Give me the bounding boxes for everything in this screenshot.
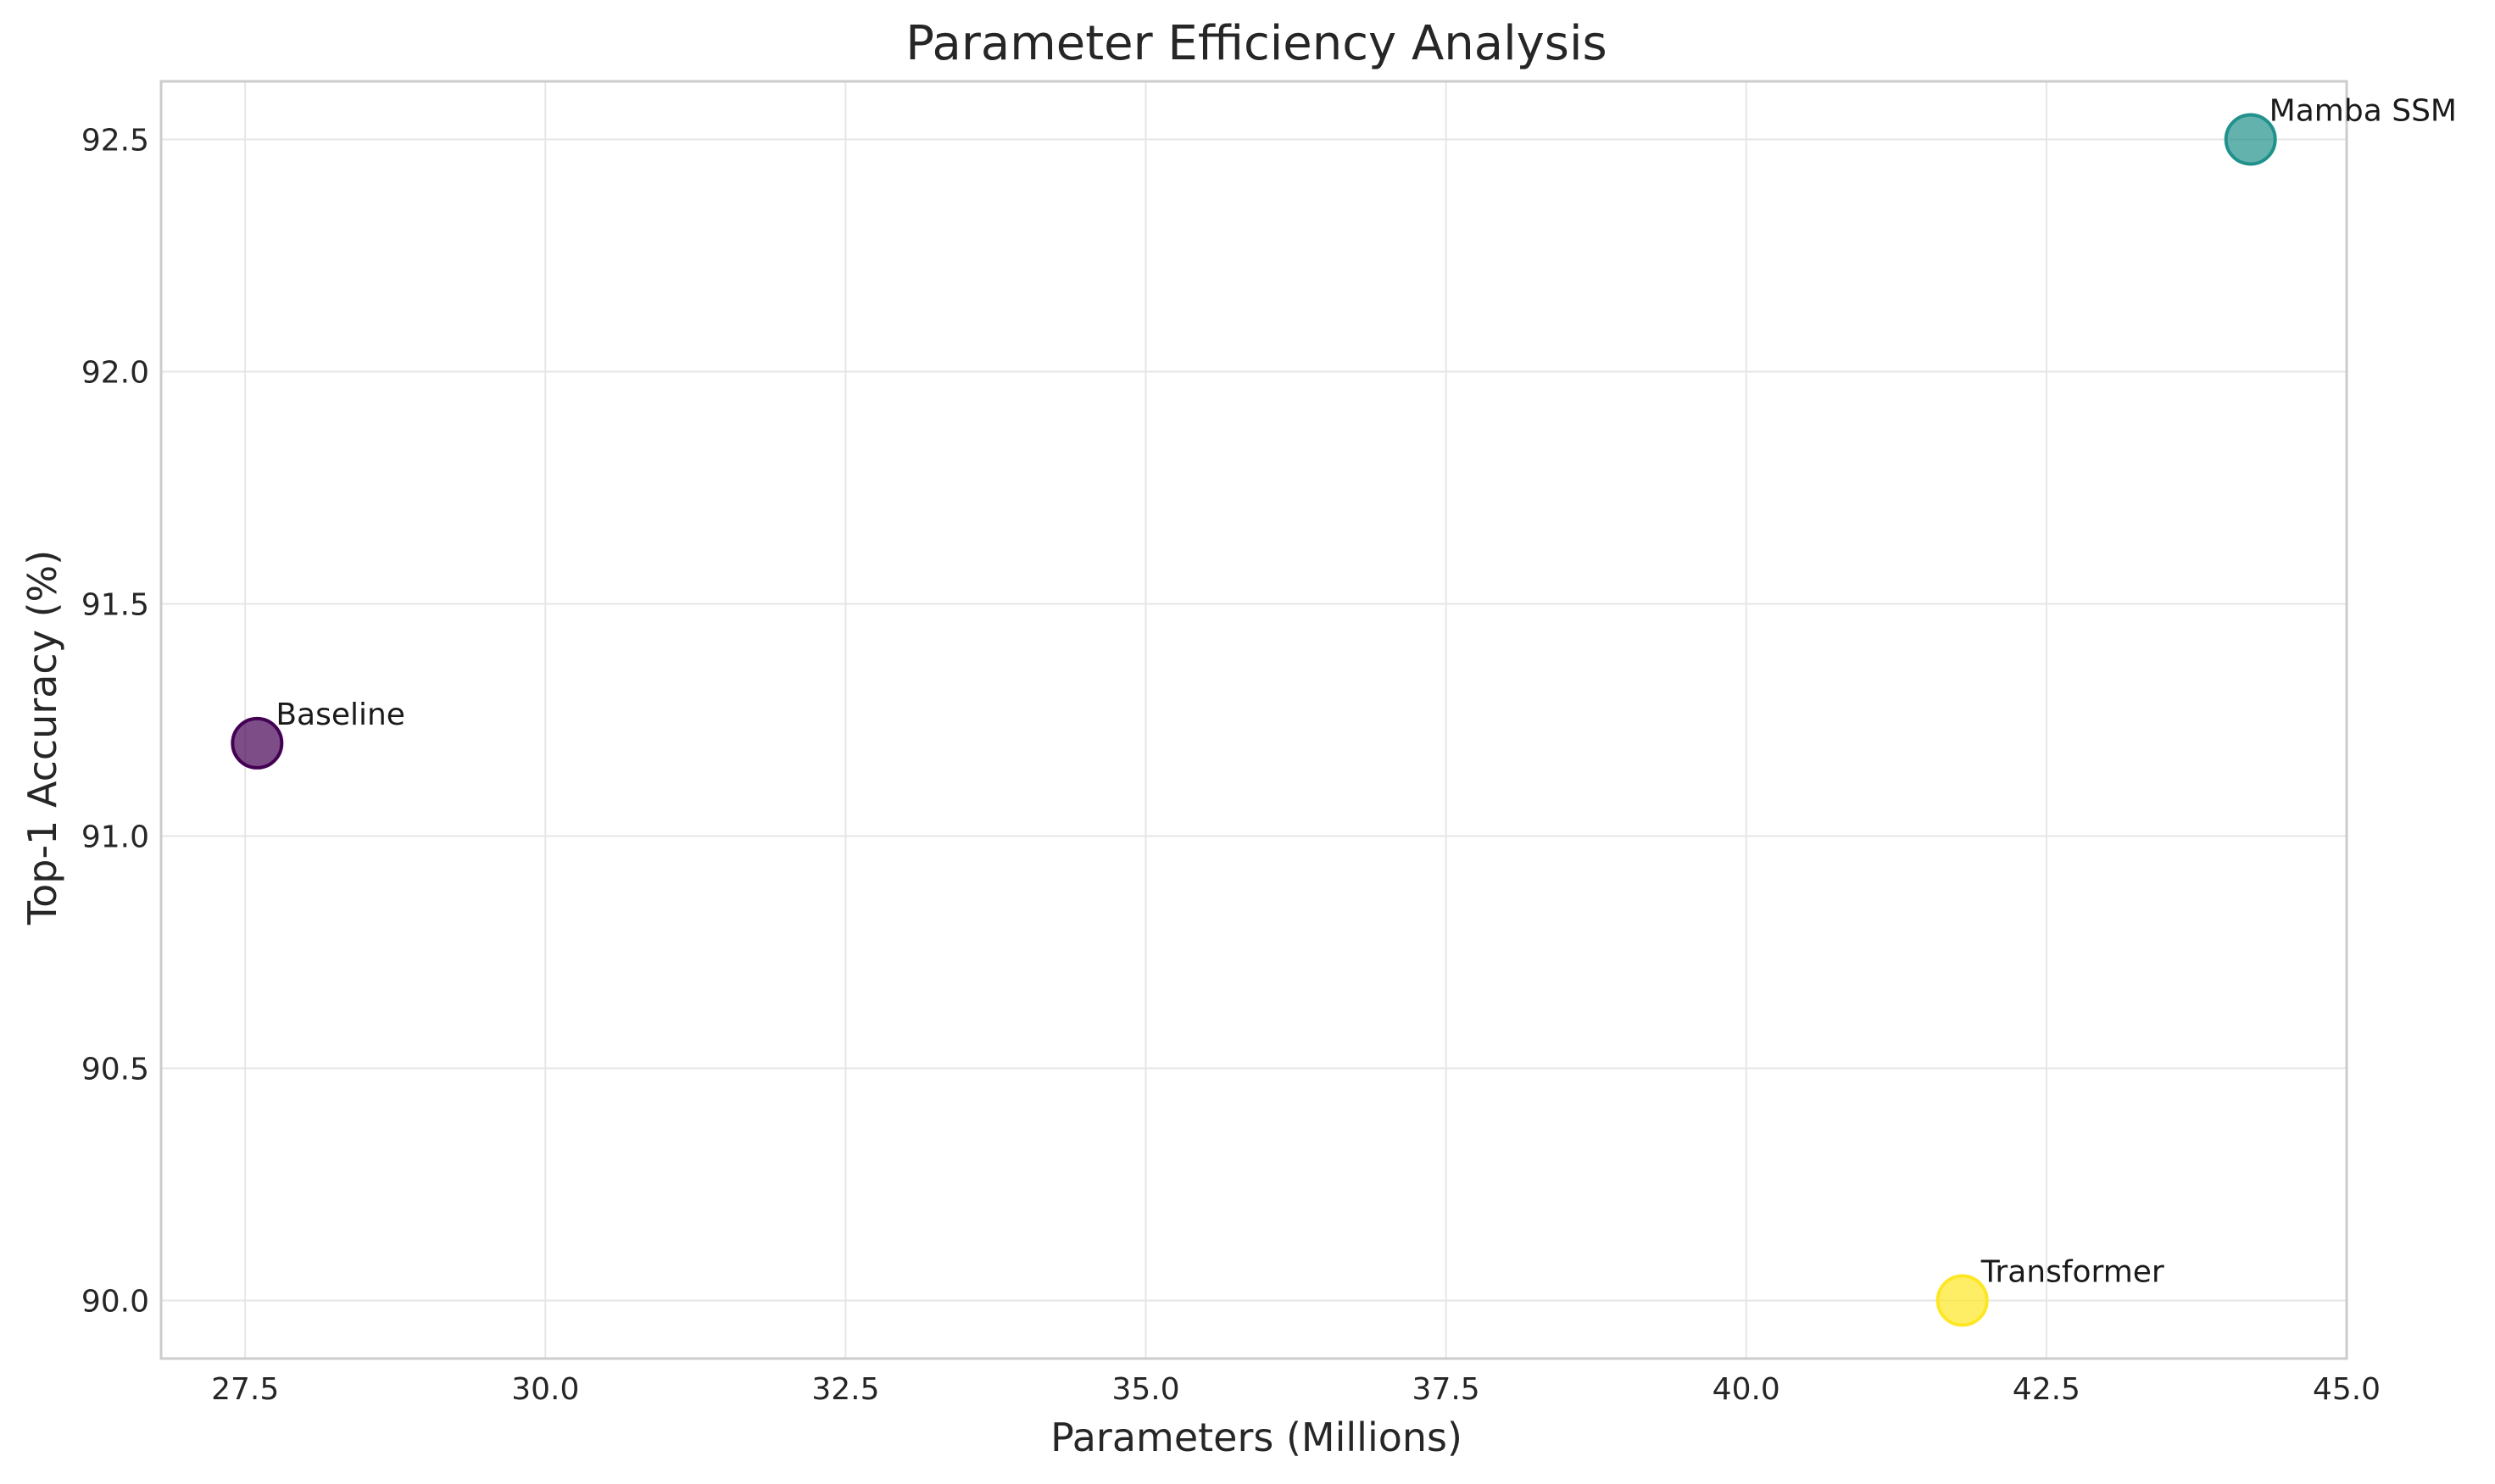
x-tick-label: 32.5 [811,1372,879,1407]
x-tick-label: 27.5 [211,1372,279,1407]
x-axis-label: Parameters (Millions) [1050,1415,1462,1460]
chart-title: Parameter Efficiency Analysis [905,16,1607,71]
y-tick-label: 90.0 [81,1285,149,1320]
axis-ticks: 27.5 30.0 32.5 35.0 37.5 40.0 42.5 45.0 90.0 90.5… [81,124,2381,1408]
y-tick-label: 90.5 [81,1053,149,1087]
x-tick-label: 40.0 [1713,1372,1780,1407]
x-tick-label: 35.0 [1111,1372,1179,1407]
data-point [231,716,284,770]
y-tick-label: 91.0 [81,820,149,855]
x-tick-label: 37.5 [1412,1372,1480,1407]
y-tick-label: 91.5 [81,588,149,623]
x-tick-label: 42.5 [2013,1372,2080,1407]
data-point-label: Mamba SSM [2269,94,2457,129]
data-point [1935,1274,1989,1327]
data-point-label: Transformer [1980,1255,2164,1290]
plot-area-frame [159,80,2348,1360]
data-point [2224,113,2277,166]
x-tick-label: 30.0 [511,1372,579,1407]
data-points: Baseline Mamba SSM Transformer [231,94,2457,1327]
y-tick-label: 92.5 [81,124,149,158]
y-tick-label: 92.0 [81,356,149,391]
data-point-label: Baseline [276,698,405,732]
x-tick-label: 45.0 [2313,1372,2381,1407]
y-axis-label: Top-1 Accuracy (%) [19,550,65,925]
